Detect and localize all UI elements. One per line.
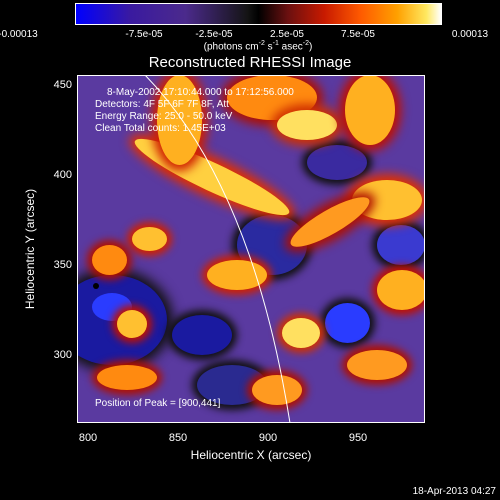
x-tick-label: 850: [168, 432, 188, 444]
colorbar-tick: -2.5e-05: [195, 29, 233, 40]
solar-limb: [144, 75, 291, 423]
y-tick-label: 350: [53, 259, 72, 271]
x-tick-label: 800: [78, 432, 98, 444]
colorbar-unit: (photons cm-2 s-1 asec-2): [203, 40, 313, 53]
y-tick-label: 450: [53, 79, 72, 91]
x-tick-label: 900: [258, 432, 278, 444]
colorbar-tick: -0.00013: [0, 29, 38, 40]
colorbar-tick: 2.5e-05: [270, 29, 304, 40]
colorbar-tick: 7.5e-05: [341, 29, 375, 40]
x-axis-label: Heliocentric X (arcsec): [190, 448, 312, 462]
image-title: Reconstructed RHESSI Image: [148, 54, 352, 71]
y-axis-label: Heliocentric Y (arcsec): [23, 188, 37, 310]
time-range-label: 8-May-2002 17:10:44.000 to 17:12:56.000: [107, 87, 294, 98]
colorbar-tick: 0.00013: [451, 29, 489, 40]
colorbar: [75, 3, 442, 25]
colorbar-tick: -7.5e-05: [125, 29, 163, 40]
y-tick-label: 400: [53, 169, 72, 181]
method-label: Clean Total counts: 1.45E+03: [95, 123, 226, 134]
y-tick-label: 300: [53, 349, 72, 361]
x-tick-label: 950: [348, 432, 368, 444]
energy-range-label: Energy Range: 25.0 - 50.0 keV: [95, 111, 233, 122]
datestamp: 18-Apr-2013 04:27: [412, 486, 496, 497]
detectors-label: Detectors: 4F 5F 6F 7F 8F, Att: [95, 99, 229, 110]
rhessi-image: 8-May-2002 17:10:44.000 to 17:12:56.000 …: [77, 75, 425, 423]
peak-position-label: Position of Peak = [900,441]: [95, 398, 221, 409]
